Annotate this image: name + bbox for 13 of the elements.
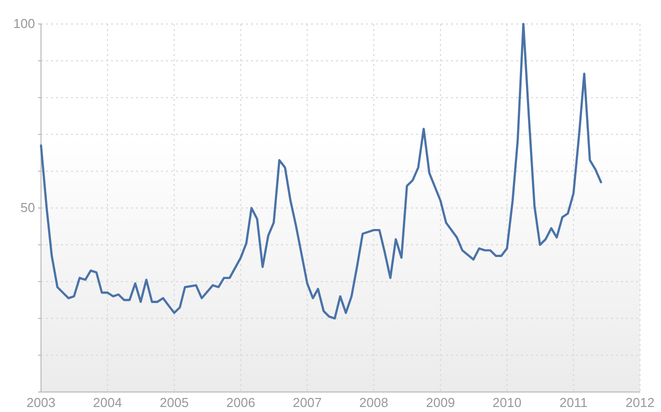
x-tick-label: 2007 (292, 395, 322, 410)
x-tick-label: 2004 (93, 395, 122, 410)
x-tick-label: 2012 (626, 395, 654, 410)
x-tick-label: 2003 (26, 395, 56, 410)
y-tick-label: 100 (13, 16, 35, 32)
y-tick-label: 50 (20, 200, 35, 216)
x-tick-label: 2005 (160, 395, 189, 410)
x-tick-label: 2008 (359, 395, 388, 410)
x-tick-label: 2006 (226, 395, 256, 410)
x-tick-label: 2009 (426, 395, 455, 410)
line-series (40, 22, 602, 320)
x-tick-label: 2010 (492, 395, 522, 410)
x-tick-label: 2011 (560, 395, 588, 410)
